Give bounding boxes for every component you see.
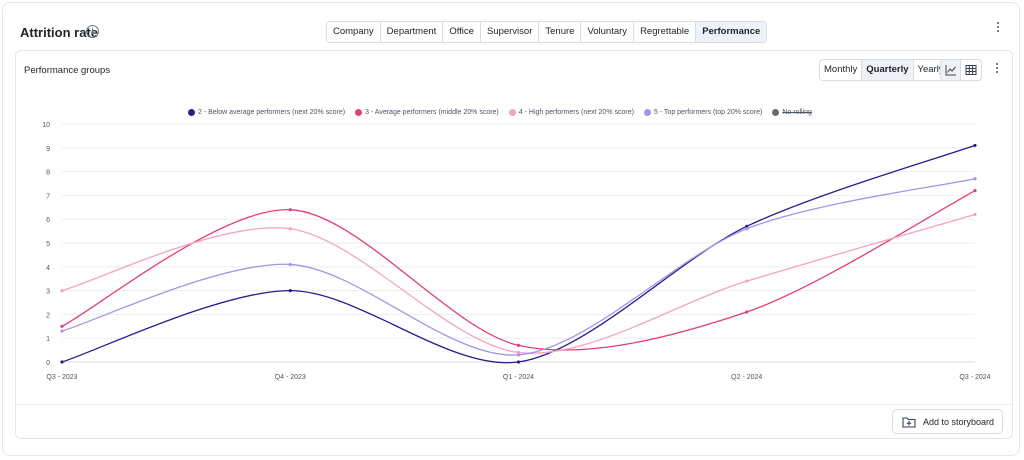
- x-tick-label: Q3 - 2023: [46, 374, 77, 381]
- data-point: [745, 227, 749, 231]
- legend-label: 3 - Average performers (middle 20% score…: [365, 109, 499, 116]
- data-point: [60, 289, 64, 293]
- x-tick-label: Q2 - 2024: [731, 374, 762, 381]
- x-tick-label: Q1 - 2024: [503, 374, 534, 381]
- period-quarterly[interactable]: Quarterly: [862, 60, 914, 80]
- legend-swatch: [772, 109, 780, 116]
- add-to-storyboard-button[interactable]: Add to storyboard: [892, 409, 1003, 434]
- tab-office[interactable]: Office: [443, 22, 481, 42]
- data-point: [288, 227, 292, 231]
- data-point: [288, 289, 292, 293]
- legend-swatch: [508, 109, 516, 116]
- tab-voluntary[interactable]: Voluntary: [581, 22, 635, 42]
- y-tick-label: 8: [46, 170, 50, 177]
- data-point: [973, 143, 977, 148]
- legend-item[interactable]: 2 - Below average performers (next 20% s…: [188, 109, 345, 116]
- data-point: [745, 224, 749, 228]
- legend-label: 5 - Top performers (top 20% score): [653, 109, 763, 116]
- y-tick-label: 3: [46, 289, 50, 296]
- y-tick-label: 6: [46, 217, 50, 224]
- y-tick-label: 10: [42, 122, 50, 129]
- data-point: [973, 177, 977, 181]
- card-divider: [16, 404, 1012, 405]
- y-tick-label: 0: [46, 360, 50, 367]
- panel-title: Attrition rate: [20, 25, 98, 40]
- tab-supervisor[interactable]: Supervisor: [480, 22, 540, 42]
- panel-more-icon[interactable]: [995, 22, 1001, 36]
- data-point: [973, 212, 977, 217]
- legend-swatch: [355, 109, 363, 116]
- data-point: [288, 208, 292, 212]
- tab-performance[interactable]: Performance: [696, 22, 767, 42]
- line-chart: 0 1 2 3 4 5 6 7 8 9 10 Q3 - 2023 Q4 - 2023 Q1 - 2024 Q…: [42, 122, 990, 381]
- add-to-storyboard-label: Add to storyboard: [923, 416, 995, 427]
- period-toggle: Monthly Quarterly Yearly: [819, 59, 949, 81]
- data-point: [973, 189, 977, 193]
- series-line: [61, 190, 976, 351]
- legend-item[interactable]: 3 - Average performers (middle 20% score…: [355, 109, 499, 116]
- period-monthly[interactable]: Monthly: [820, 60, 863, 80]
- legend-label: 4 - High performers (next 20% score): [518, 109, 634, 116]
- view-toggle: [940, 59, 982, 81]
- chart-legend: 2 - Below average performers (next 20% s…: [188, 109, 812, 116]
- folder-plus-icon: [902, 416, 916, 428]
- y-tick-label: 9: [46, 146, 50, 153]
- legend-label: No rolling: [782, 109, 812, 116]
- data-point: [516, 360, 521, 364]
- tab-regrettable[interactable]: Regrettable: [634, 22, 697, 42]
- legend-swatch: [643, 109, 651, 116]
- data-point: [745, 310, 749, 314]
- y-tick-label: 7: [46, 193, 50, 200]
- data-point: [60, 324, 64, 328]
- x-tick-label: Q3 - 2024: [959, 374, 990, 381]
- period-yearly[interactable]: Yearly: [917, 64, 944, 75]
- tab-tenure[interactable]: Tenure: [539, 22, 582, 42]
- card-title: Performance groups: [24, 65, 111, 76]
- legend-item[interactable]: 5 - Top performers (top 20% score): [643, 109, 763, 116]
- data-point: [745, 279, 749, 283]
- legend-label: 2 - Below average performers (next 20% s…: [198, 109, 346, 116]
- data-point: [288, 262, 292, 267]
- y-tick-label: 1: [46, 336, 50, 343]
- tab-company[interactable]: Company: [327, 22, 381, 42]
- y-tick-label: 2: [46, 312, 50, 319]
- data-point: [60, 329, 64, 333]
- info-icon[interactable]: i: [86, 25, 99, 38]
- y-tick-label: 4: [46, 265, 50, 272]
- table-icon[interactable]: [961, 60, 981, 80]
- series-line: [61, 213, 976, 354]
- data-point: [516, 353, 521, 357]
- y-tick-label: 5: [46, 241, 50, 248]
- legend-swatch: [188, 109, 195, 116]
- x-tick-label: Q4 - 2023: [275, 374, 306, 381]
- legend-item[interactable]: 4 - High performers (next 20% score): [508, 109, 634, 116]
- breakdown-tabs: Company Department Office Supervisor Tenure V…: [326, 21, 768, 43]
- line-chart-icon[interactable]: [941, 60, 961, 80]
- data-point: [60, 360, 64, 364]
- tab-department[interactable]: Department: [380, 22, 444, 42]
- chart-card: Performance groups Monthly Quarterly Yearl…: [15, 50, 1013, 439]
- data-point: [516, 350, 521, 355]
- data-point: [516, 343, 521, 347]
- legend-item-no-rolling[interactable]: No rolling: [772, 109, 812, 116]
- card-more-icon[interactable]: [994, 63, 1000, 77]
